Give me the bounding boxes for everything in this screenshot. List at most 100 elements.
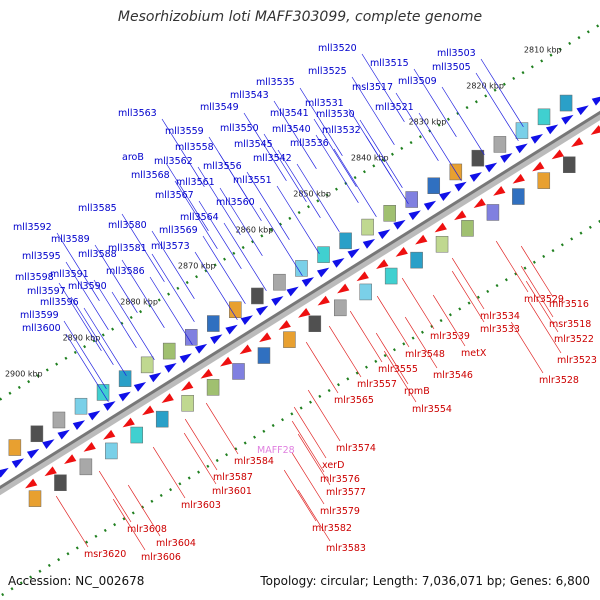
plus-gene-label[interactable]: mll3525 (308, 66, 347, 77)
minus-gene-label[interactable]: metX (461, 348, 487, 359)
plus-strand-arrow (332, 258, 345, 268)
selected-gene-label[interactable]: MAFF28 (257, 445, 295, 456)
gene-block (251, 287, 264, 305)
gene-block (410, 251, 423, 269)
plus-gene-label[interactable]: mll3551 (233, 175, 272, 186)
minus-gene-label[interactable]: msr3518 (549, 319, 591, 330)
plus-gene-label[interactable]: mll3536 (290, 138, 329, 149)
minus-gene-label[interactable]: mlr3576 (320, 474, 360, 485)
plus-gene-label[interactable]: mll3573 (151, 241, 190, 252)
plus-gene-label[interactable]: mll3520 (318, 43, 357, 54)
plus-gene-label[interactable]: mll3540 (272, 124, 311, 135)
plus-gene-label[interactable]: mll3561 (176, 177, 215, 188)
plus-gene-label[interactable]: mll3589 (51, 234, 90, 245)
minus-gene-label[interactable]: rpmB (404, 386, 430, 397)
plus-gene-label[interactable]: mll3535 (256, 77, 295, 88)
plus-gene-label[interactable]: mll3521 (375, 102, 414, 113)
minus-gene-label[interactable]: mlr3603 (181, 500, 221, 511)
plus-gene-label[interactable]: mll3550 (220, 123, 259, 134)
minus-gene-label[interactable]: mlr3516 (549, 299, 589, 310)
plus-gene-label[interactable]: mll3560 (216, 197, 255, 208)
gene-block (181, 394, 194, 412)
plus-gene-label[interactable]: mll3597 (27, 286, 66, 297)
minus-strand-arrow (181, 381, 194, 391)
minus-gene-label[interactable]: mlr3533 (480, 324, 520, 335)
plus-gene-label[interactable]: mll3549 (200, 102, 239, 113)
minus-gene-label[interactable]: msr3620 (84, 549, 126, 560)
minus-gene-label[interactable]: mlr3554 (412, 404, 452, 415)
plus-gene-label[interactable]: mll3515 (370, 58, 409, 69)
minus-gene-label[interactable]: mlr3579 (320, 506, 360, 517)
plus-gene-label[interactable]: mll3542 (253, 153, 292, 164)
plus-gene-label[interactable]: mll3592 (13, 222, 52, 233)
minus-gene-label[interactable]: mlr3548 (405, 349, 445, 360)
plus-gene-label[interactable]: aroB (122, 152, 144, 163)
kbp-tick-label: 2880 kbp (120, 298, 158, 307)
plus-gene-label[interactable]: mll3531 (305, 98, 344, 109)
minus-gene-label[interactable]: mlr3601 (212, 486, 252, 497)
plus-gene-label[interactable]: mll3595 (22, 251, 61, 262)
plus-gene-leader (296, 163, 340, 233)
gene-block (118, 370, 132, 387)
minus-gene-label[interactable]: mlr3608 (127, 524, 167, 535)
plus-gene-label[interactable]: mll3541 (270, 108, 309, 119)
plus-strand-arrow (530, 134, 543, 144)
minus-strand-arrow (239, 344, 252, 355)
plus-gene-label[interactable]: mll3556 (203, 161, 242, 172)
minus-strand-arrow (415, 234, 428, 245)
minus-gene-label[interactable]: mlr3565 (334, 395, 374, 406)
plus-gene-label[interactable]: mll3563 (118, 108, 157, 119)
plus-gene-label[interactable]: mll3569 (159, 225, 198, 236)
minus-gene-label[interactable]: mlr3582 (312, 523, 352, 534)
minus-gene-label[interactable]: mlr3546 (433, 370, 473, 381)
plus-gene-label[interactable]: mll3580 (108, 220, 147, 231)
plus-gene-label[interactable]: mll3545 (234, 139, 273, 150)
plus-gene-label[interactable]: mll3559 (165, 126, 204, 137)
minus-gene-label[interactable]: mlr3529 (524, 294, 564, 305)
minus-gene-label[interactable]: mlr3555 (378, 364, 418, 375)
minus-gene-label[interactable]: mlr3522 (554, 334, 594, 345)
plus-gene-label[interactable]: mll3600 (22, 323, 61, 334)
plus-gene-label[interactable]: mll3503 (437, 48, 476, 59)
plus-gene-label[interactable]: mll3586 (106, 266, 145, 277)
minus-gene-label[interactable]: mlr3577 (326, 487, 366, 498)
plus-gene-label[interactable]: mll3530 (316, 109, 355, 120)
gene-block (384, 267, 398, 285)
plus-strand-arrow (286, 286, 299, 297)
plus-gene-label[interactable]: mll3509 (398, 76, 437, 87)
plus-gene-label[interactable]: mll3590 (68, 281, 107, 292)
minus-strand-arrow (122, 417, 135, 428)
plus-gene-label[interactable]: mll3599 (20, 310, 59, 321)
minus-gene-label[interactable]: mlr3523 (557, 355, 597, 366)
minus-gene-label[interactable]: mlr3604 (156, 538, 196, 549)
plus-strand-arrow (408, 210, 421, 221)
plus-gene-label[interactable]: mll3568 (131, 170, 170, 181)
minus-gene-label[interactable]: mlr3587 (213, 472, 253, 483)
plus-gene-label[interactable]: mll3581 (108, 243, 147, 254)
minus-gene-label[interactable]: mlr3574 (336, 443, 376, 454)
plus-gene-label[interactable]: mll3505 (432, 62, 471, 73)
plus-gene-label[interactable]: mll3588 (78, 249, 117, 260)
minus-gene-label[interactable]: mlr3557 (357, 379, 397, 390)
plus-gene-label[interactable]: mll3543 (230, 90, 269, 101)
plus-gene-label[interactable]: msl3517 (352, 82, 393, 93)
minus-gene-label[interactable]: mlr3584 (234, 456, 274, 467)
minus-gene-label[interactable]: mlr3528 (539, 375, 579, 386)
plus-gene-label[interactable]: mll3596 (40, 297, 79, 308)
plus-gene-label[interactable]: mll3558 (175, 142, 214, 153)
minus-gene-label[interactable]: xerD (322, 460, 344, 471)
plus-gene-label[interactable]: mll3567 (155, 190, 194, 201)
minus-gene-label[interactable]: mlr3534 (480, 311, 520, 322)
plus-gene-label[interactable]: mll3585 (78, 203, 117, 214)
plus-strand-arrow (194, 343, 208, 354)
plus-gene-label[interactable]: mll3591 (50, 269, 89, 280)
plus-gene-label[interactable]: mll3562 (154, 156, 193, 167)
minus-gene-label[interactable]: mlr3606 (141, 552, 181, 563)
minus-strand-arrow (220, 356, 233, 367)
plus-strand-arrow (88, 410, 101, 421)
minus-gene-label[interactable]: mlr3583 (326, 543, 366, 554)
minus-gene-label[interactable]: mlr3539 (430, 331, 470, 342)
plus-gene-label[interactable]: mll3598 (15, 272, 54, 283)
plus-gene-label[interactable]: mll3532 (322, 125, 361, 136)
plus-gene-label[interactable]: mll3564 (180, 212, 219, 223)
